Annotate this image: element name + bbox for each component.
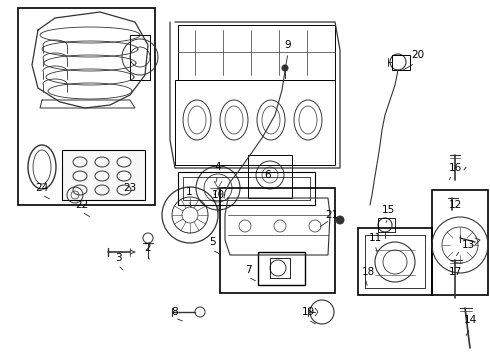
- Text: 24: 24: [35, 183, 49, 193]
- Text: 6: 6: [265, 170, 271, 180]
- Bar: [432, 190, 488, 295]
- Text: 10: 10: [212, 190, 224, 200]
- Text: 23: 23: [123, 183, 137, 193]
- Text: 17: 17: [448, 267, 462, 277]
- Bar: [130, 35, 150, 80]
- Text: 14: 14: [464, 315, 477, 325]
- Text: 2: 2: [145, 243, 151, 253]
- Bar: [178, 25, 335, 80]
- Text: 12: 12: [448, 200, 462, 210]
- Text: 11: 11: [368, 233, 382, 243]
- Text: 21: 21: [325, 210, 339, 220]
- Text: 5: 5: [209, 237, 215, 247]
- Text: 19: 19: [301, 307, 315, 317]
- Bar: [378, 218, 395, 232]
- Text: 20: 20: [412, 50, 424, 60]
- Bar: [270, 258, 290, 278]
- Bar: [248, 155, 292, 198]
- Text: 7: 7: [245, 265, 251, 275]
- Bar: [258, 252, 305, 285]
- Text: 13: 13: [462, 240, 475, 250]
- Text: 16: 16: [448, 163, 462, 173]
- Bar: [220, 188, 335, 293]
- Text: 4: 4: [215, 162, 221, 172]
- Circle shape: [282, 65, 288, 71]
- Bar: [392, 55, 410, 70]
- Text: 18: 18: [362, 267, 375, 277]
- Text: 1: 1: [186, 187, 192, 197]
- Bar: [62, 150, 145, 200]
- Text: 3: 3: [115, 253, 122, 263]
- Bar: [175, 80, 335, 165]
- Text: 22: 22: [75, 200, 89, 210]
- Bar: [178, 172, 315, 205]
- Bar: [183, 177, 310, 200]
- Bar: [18, 8, 155, 205]
- Circle shape: [336, 216, 344, 224]
- Bar: [358, 228, 432, 295]
- Text: 8: 8: [172, 307, 178, 317]
- Text: 9: 9: [285, 40, 292, 50]
- Text: 15: 15: [381, 205, 394, 215]
